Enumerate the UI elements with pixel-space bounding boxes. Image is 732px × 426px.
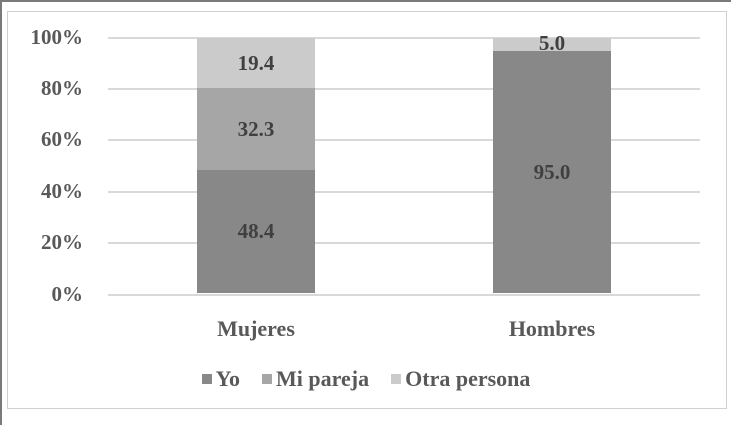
value-label: 19.4 (237, 50, 275, 75)
category-label-hombres: Hombres (508, 316, 596, 341)
bar-hombres: 5.0 95.0 (493, 31, 611, 293)
segment-otra-persona: 19.4 (197, 38, 315, 88)
legend-label: Mi pareja (276, 366, 370, 391)
legend-item-mi-pareja: Mi pareja (262, 366, 369, 392)
chart-frame (7, 11, 727, 409)
legend-item-otra-persona: Otra persona (391, 366, 530, 392)
gridline-20 (108, 242, 700, 244)
value-label: 48.4 (237, 219, 275, 243)
gridline-100 (108, 37, 700, 39)
segment-yo: 48.4 (197, 170, 315, 293)
bar-mujeres: 19.4 32.3 48.4 (197, 38, 315, 293)
segment-otra-persona: 5.0 (493, 31, 611, 55)
value-label: 95.0 (533, 159, 571, 184)
legend: Yo Mi pareja Otra persona (0, 366, 732, 392)
legend-swatch-icon (262, 374, 273, 384)
legend-swatch-icon (201, 374, 212, 384)
y-tick-80: 80% (41, 76, 83, 100)
y-tick-20: 20% (41, 230, 83, 254)
gridline-60 (108, 139, 700, 141)
legend-label: Otra persona (405, 366, 531, 391)
value-label: 32.3 (237, 116, 275, 141)
legend-swatch-icon (391, 374, 402, 384)
gridline-40 (108, 191, 700, 193)
segment-yo: 95.0 (493, 51, 611, 293)
legend-label: Yo (215, 366, 241, 391)
y-tick-100: 100% (30, 25, 84, 49)
gridline-0 (108, 294, 700, 296)
y-tick-0: 0% (51, 282, 84, 306)
segment-mi-pareja: 32.3 (197, 88, 315, 170)
y-tick-40: 40% (41, 179, 83, 203)
gridline-80 (108, 88, 700, 90)
y-tick-60: 60% (41, 127, 83, 151)
category-label-mujeres: Mujeres (217, 316, 295, 341)
legend-item-yo: Yo (201, 366, 241, 392)
